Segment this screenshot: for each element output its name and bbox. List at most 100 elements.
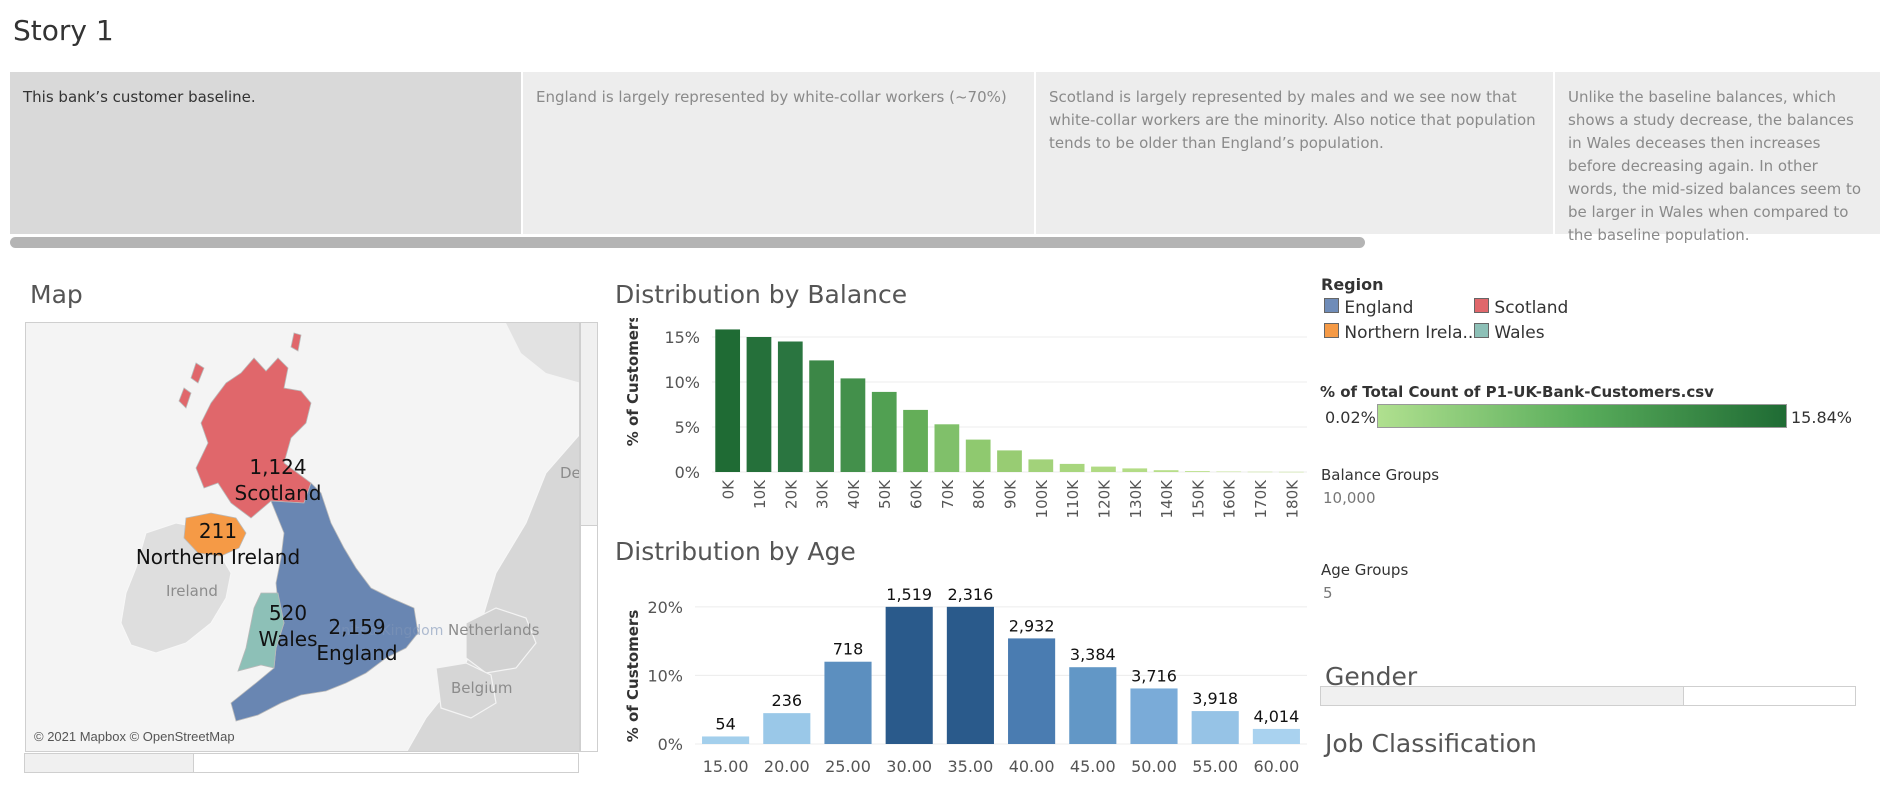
age-x-tick-label: 25.00	[825, 757, 871, 776]
pct-legend-max: 15.84%	[1791, 408, 1853, 427]
age-bar[interactable]	[946, 606, 994, 744]
age-data-label: 54	[715, 714, 735, 733]
story-points-scrollbar[interactable]	[10, 237, 1365, 248]
bal-bar[interactable]	[809, 360, 834, 472]
bal-bar[interactable]	[965, 439, 991, 472]
bal-x-tick-label: 90K	[1002, 479, 1020, 509]
bal-x-tick-label: 140K	[1158, 479, 1176, 519]
bal-x-tick-label: 170K	[1252, 479, 1270, 519]
bal-bar[interactable]	[1278, 471, 1304, 473]
bal-bar[interactable]	[1122, 468, 1148, 472]
age-bar[interactable]	[702, 736, 750, 744]
age-data-label: 3,918	[1192, 689, 1238, 708]
bal-bar[interactable]	[997, 450, 1022, 472]
bal-bar[interactable]	[1185, 471, 1210, 472]
balance-groups-label: Balance Groups	[1321, 466, 1440, 484]
legend-item-northern-ireland[interactable]: Northern Irela..	[1324, 323, 1473, 343]
age-y-tick-label: 0%	[658, 735, 683, 754]
age-data-label: 4,014	[1253, 707, 1299, 726]
age-bar[interactable]	[1252, 728, 1300, 744]
bal-x-tick-label: 70K	[939, 479, 957, 509]
map-horizontal-scroll-thumb[interactable]	[25, 754, 194, 772]
age-bar[interactable]	[1008, 638, 1056, 744]
age-x-tick-label: 45.00	[1070, 757, 1116, 776]
region-wales[interactable]	[237, 592, 285, 672]
bal-bar[interactable]	[871, 391, 897, 472]
balance-groups-value[interactable]: 10,000	[1323, 489, 1376, 507]
region-scotland[interactable]	[195, 357, 312, 519]
age-y-tick-label: 10%	[647, 666, 683, 685]
legend-item-scotland[interactable]: Scotland	[1474, 298, 1568, 318]
age-data-label: 2,932	[1009, 616, 1055, 635]
basemap-label-de: De	[560, 464, 580, 482]
story-title: Story 1	[13, 14, 114, 47]
age-x-tick-label: 35.00	[947, 757, 993, 776]
region-scotland-islands[interactable]	[178, 332, 302, 409]
bal-bar[interactable]	[1091, 466, 1116, 472]
region-label-england-count: 2,159	[328, 615, 385, 639]
legend-item-england[interactable]: England	[1324, 298, 1413, 318]
bal-x-tick-label: 100K	[1033, 479, 1051, 519]
age-x-tick-label: 20.00	[764, 757, 810, 776]
bal-bar[interactable]	[934, 424, 960, 472]
age-bar[interactable]	[1130, 688, 1178, 744]
pct-legend-title: % of Total Count of P1-UK-Bank-Customers…	[1320, 383, 1714, 401]
region-legend-title: Region	[1321, 275, 1384, 294]
age-x-tick-label: 55.00	[1192, 757, 1238, 776]
bal-x-tick-label: 50K	[876, 479, 894, 509]
age-bar[interactable]	[763, 713, 811, 744]
bal-bar[interactable]	[777, 341, 803, 473]
legend-swatch-northern-ireland	[1324, 323, 1339, 338]
age-y-tick-label: 20%	[647, 598, 683, 617]
age-bar[interactable]	[824, 661, 872, 744]
basemap-netherlands	[465, 607, 537, 674]
age-bar[interactable]	[1069, 667, 1117, 744]
age-groups-value[interactable]: 5	[1323, 584, 1333, 602]
age-bar[interactable]	[1191, 711, 1239, 744]
story-point-4[interactable]: Unlike the baseline balances, which show…	[1555, 72, 1880, 244]
pct-color-gradient	[1377, 404, 1787, 428]
bal-x-tick-label: 20K	[782, 479, 800, 509]
bal-x-tick-label: 120K	[1095, 479, 1113, 519]
age-data-label: 718	[833, 640, 864, 659]
story-points-bar: This bank’s customer baseline. England i…	[10, 72, 1880, 244]
story-point-3[interactable]: Scotland is largely represented by males…	[1036, 72, 1553, 234]
basemap-belgium	[435, 662, 497, 719]
bal-bar[interactable]	[746, 337, 772, 472]
age-data-label: 1,519	[886, 588, 932, 604]
age-x-tick-label: 50.00	[1131, 757, 1177, 776]
bal-bar[interactable]	[1153, 470, 1179, 472]
story-point-1[interactable]: This bank’s customer baseline.	[10, 72, 521, 234]
balance-y-axis-label: % of Customers	[624, 318, 642, 446]
gender-scroll-thumb[interactable]	[1321, 687, 1684, 705]
bal-x-tick-label: 130K	[1127, 479, 1145, 519]
legend-item-wales[interactable]: Wales	[1474, 323, 1545, 343]
balance-chart-title: Distribution by Balance	[615, 280, 908, 309]
story-point-2[interactable]: England is largely represented by white-…	[523, 72, 1034, 234]
basemap-label-belgium: Belgium	[451, 679, 513, 697]
bal-bar[interactable]	[715, 329, 741, 472]
balance-bar-chart: 0% 5% 10% 15% 0K 10K 20K 30K 40K 50K 60K 70K 80K 90K…	[624, 318, 1307, 519]
basemap-label-united-kingdom: United Kingdom	[331, 623, 443, 639]
legend-swatch-wales	[1474, 323, 1489, 338]
age-bar[interactable]	[885, 606, 933, 744]
bal-x-tick-label: 150K	[1189, 479, 1207, 519]
legend-label-england: England	[1344, 298, 1414, 318]
age-data-label: 2,316	[947, 588, 993, 604]
map-title: Map	[30, 280, 83, 309]
age-bar-chart: 54 236 718 1,519 2,316 2,932 3,384 3,716 3,918 4,…	[624, 588, 1307, 776]
map-vertical-scroll-thumb[interactable]	[581, 323, 597, 526]
basemap-label-netherlands: Netherlands	[448, 621, 540, 639]
legend-label-northern-ireland: Northern Irela..	[1344, 323, 1474, 343]
bal-bar[interactable]	[1059, 463, 1085, 472]
bal-bar[interactable]	[1216, 471, 1242, 473]
legend-label-wales: Wales	[1494, 323, 1545, 343]
bal-bar[interactable]	[840, 378, 866, 472]
region-northern-ireland[interactable]	[183, 512, 247, 557]
bal-bar[interactable]	[1247, 471, 1273, 473]
bal-x-tick-label: 180K	[1283, 479, 1301, 519]
bal-x-tick-label: 30K	[814, 479, 832, 509]
map-view[interactable]: Ireland Netherlands Belgium De United Ki…	[25, 322, 580, 752]
bal-bar[interactable]	[903, 409, 928, 472]
bal-bar[interactable]	[1028, 459, 1054, 472]
